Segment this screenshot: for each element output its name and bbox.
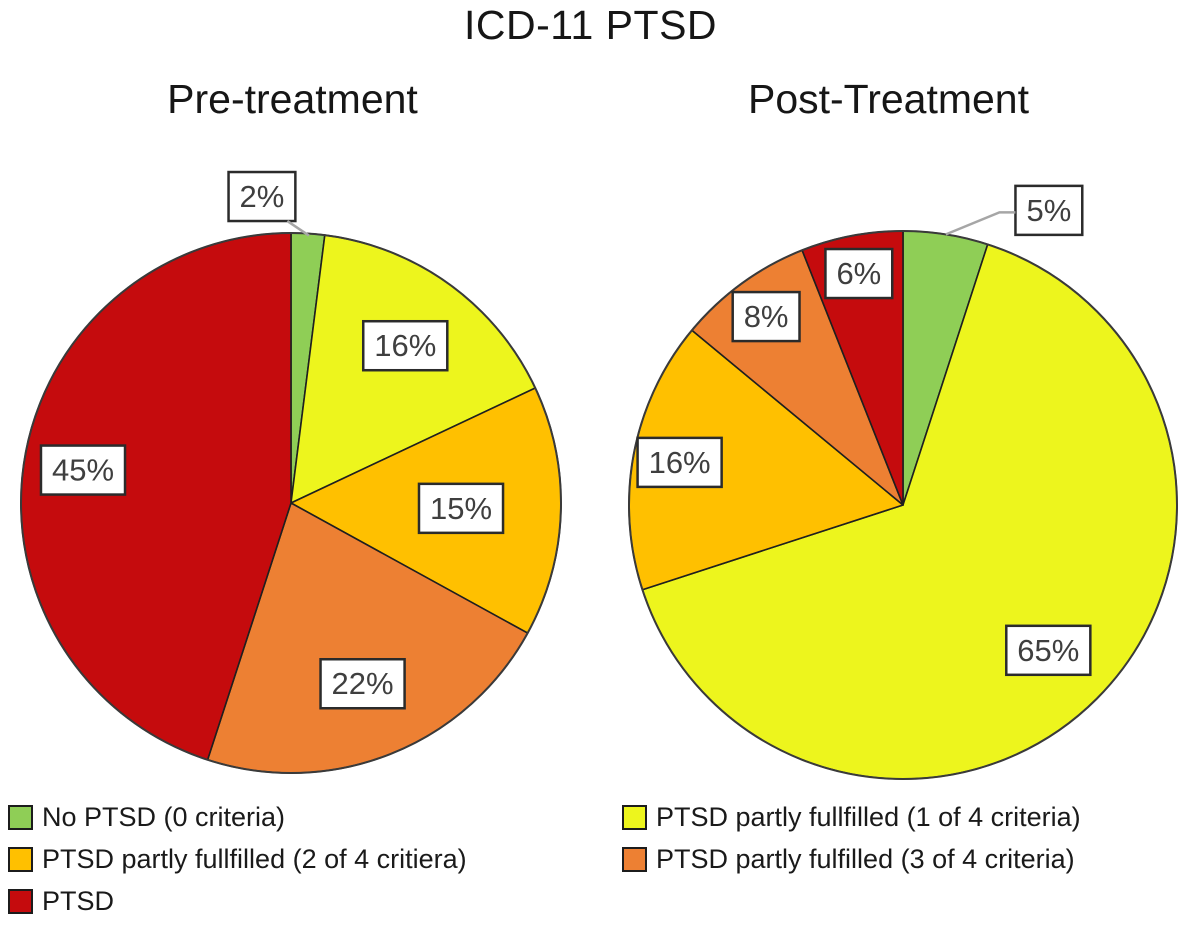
pie-subtitle-post-treatment: Post-Treatment: [747, 76, 1029, 122]
legend-label-ptsd: PTSD: [42, 886, 115, 916]
legend-item-3-of-4: PTSD partly fulfilled (3 of 4 criteria): [622, 844, 1176, 875]
svg-text:8%: 8%: [744, 299, 789, 334]
svg-text:2%: 2%: [240, 179, 285, 214]
label-box: [824, 247, 894, 300]
label-box: [1014, 184, 1084, 237]
data-label: 15%: [417, 482, 505, 535]
legend-swatch-3-of-4: [622, 847, 647, 872]
label-box: [361, 319, 449, 372]
legend-item-ptsd: PTSD: [8, 886, 614, 917]
chart-title: ICD-11 PTSD: [463, 2, 718, 48]
data-label: 16%: [636, 436, 723, 489]
pie-figure-pre-treatment: Pre-treatment 2% 16% 15% 22% 45%: [0, 70, 585, 790]
legend-item-1-of-4: PTSD partly fullfilled (1 of 4 criteria): [622, 802, 1176, 833]
legend-swatch-no-ptsd: [8, 805, 33, 830]
label-leader-line: [945, 211, 1016, 236]
data-label: 5%: [945, 184, 1084, 237]
legend-label-1-of-4: PTSD partly fullfilled (1 of 4 criteria): [656, 802, 1081, 832]
data-label: 65%: [1005, 624, 1092, 677]
data-label: 22%: [319, 657, 406, 710]
svg-text:5%: 5%: [1026, 193, 1071, 228]
svg-text:16%: 16%: [649, 445, 711, 480]
svg-text:65%: 65%: [1017, 633, 1079, 668]
pie-outline: [628, 230, 1178, 780]
data-label: 16%: [361, 319, 449, 372]
label-box: [227, 170, 297, 223]
pie-outline: [20, 232, 562, 774]
label-box: [319, 657, 406, 710]
label-box: [636, 436, 723, 489]
svg-text:45%: 45%: [52, 453, 114, 488]
pie-chart-post-treatment: 5% 65% 16% 8% 6%: [628, 184, 1178, 780]
legend-swatch-ptsd: [8, 889, 33, 914]
legend-item-2-of-4: PTSD partly fullfilled (2 of 4 critiera): [8, 844, 614, 875]
svg-text:16%: 16%: [374, 328, 436, 363]
svg-text:15%: 15%: [430, 491, 492, 526]
svg-text:6%: 6%: [836, 256, 881, 291]
legend-label-2-of-4: PTSD partly fullfilled (2 of 4 critiera): [42, 844, 467, 874]
pie-chart-pre-treatment: 2% 16% 15% 22% 45%: [20, 170, 562, 774]
legend-swatch-1-of-4: [622, 805, 647, 830]
data-label: 45%: [39, 444, 127, 496]
legend: No PTSD (0 criteria) PTSD partly fullfil…: [8, 802, 1176, 917]
legend-item-no-ptsd: No PTSD (0 criteria): [8, 802, 614, 833]
pie-figure-post-treatment: Post-Treatment 5% 65% 16% 8% 6%: [596, 70, 1181, 790]
label-leader-line: [286, 219, 310, 237]
label-box: [731, 290, 801, 343]
pie-subtitle-pre-treatment: Pre-treatment: [167, 76, 418, 122]
legend-label-no-ptsd: No PTSD (0 criteria): [42, 802, 286, 832]
data-label: 6%: [824, 247, 894, 300]
svg-text:22%: 22%: [332, 666, 394, 701]
label-box: [39, 444, 127, 496]
label-box: [417, 482, 505, 535]
data-label: 2%: [227, 170, 310, 237]
data-label: 8%: [731, 290, 801, 343]
label-box: [1005, 624, 1092, 677]
legend-label-3-of-4: PTSD partly fulfilled (3 of 4 criteria): [656, 844, 1075, 874]
legend-swatch-2-of-4: [8, 847, 33, 872]
